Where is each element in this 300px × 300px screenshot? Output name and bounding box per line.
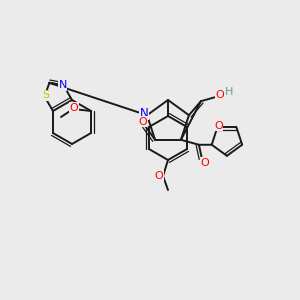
Text: S: S	[42, 90, 49, 100]
Text: O: O	[154, 171, 164, 181]
Text: O: O	[201, 158, 209, 168]
Text: O: O	[139, 117, 147, 127]
Text: N: N	[140, 107, 148, 120]
Text: O: O	[215, 90, 224, 100]
Text: H: H	[225, 87, 233, 97]
Text: O: O	[70, 103, 78, 113]
Text: O: O	[214, 121, 223, 131]
Text: N: N	[58, 80, 67, 90]
